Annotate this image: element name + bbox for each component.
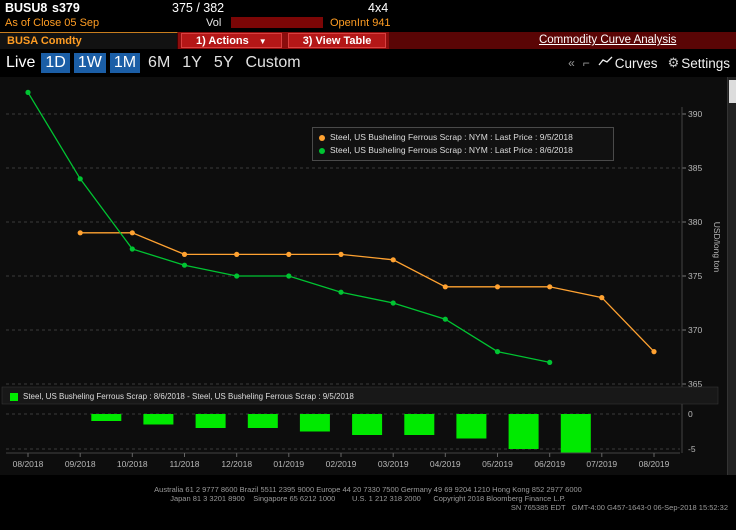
footer-contacts-2: Japan 81 3 3201 8900 Singapore 65 6212 1… (170, 494, 566, 503)
lot-size: 4x4 (368, 1, 389, 15)
range-custom[interactable]: Custom (245, 54, 301, 71)
legend-label-latest: Steel, US Busheling Ferrous Scrap : NYM … (330, 132, 573, 142)
svg-text:08/2018: 08/2018 (13, 459, 44, 469)
svg-text:365: 365 (688, 379, 702, 389)
scrollbar-thumb[interactable] (729, 80, 736, 103)
svg-text:0: 0 (688, 409, 693, 419)
range-6m[interactable]: 6M (148, 54, 171, 71)
diff-legend-label: Steel, US Busheling Ferrous Scrap : 8/6/… (23, 392, 354, 401)
range-1w[interactable]: 1W (73, 53, 106, 73)
legend-label-prior: Steel, US Busheling Ferrous Scrap : NYM … (330, 145, 573, 155)
bid-ask: 375 / 382 (172, 1, 225, 15)
svg-text:05/2019: 05/2019 (482, 459, 513, 469)
svg-text:385: 385 (688, 163, 702, 173)
vertical-scrollbar[interactable] (727, 77, 736, 475)
collapse-icon[interactable]: « (568, 56, 575, 70)
volume-label: Vol (206, 17, 222, 29)
security-ticker: BUSU8 (5, 1, 48, 15)
range-5y[interactable]: 5Y (213, 54, 234, 71)
open-interest: OpenInt 941 (330, 17, 391, 29)
diff-legend-swatch (10, 392, 18, 401)
range-1d[interactable]: 1D (41, 53, 70, 73)
svg-text:390: 390 (688, 109, 702, 119)
range-1m[interactable]: 1M (109, 53, 141, 73)
svg-text:04/2019: 04/2019 (430, 459, 461, 469)
difference-legend: Steel, US Busheling Ferrous Scrap : 8/6/… (10, 390, 354, 403)
legend-row-prior[interactable]: Steel, US Busheling Ferrous Scrap : NYM … (319, 144, 607, 157)
chart-tools: « ⌐ Curves ⚙ Settings (564, 54, 736, 72)
volume-field (231, 17, 323, 28)
security-tab[interactable]: BUSA Comdty (0, 32, 178, 49)
live-label[interactable]: Live (6, 54, 36, 71)
chart-canvas[interactable]: 390 385 380 375 370 365 USD/long ton 0 -5 08/2018… (0, 77, 727, 475)
svg-text:USD/long ton: USD/long ton (712, 222, 722, 273)
range-1y[interactable]: 1Y (182, 54, 202, 71)
footer-session-info: SN 765385 EDT GMT-4:00 G457-1643-0 06-Se… (510, 503, 728, 512)
svg-text:375: 375 (688, 271, 702, 281)
range-toolbar: Live 1D 1W 1M 6M 1Y 5Y Custom « ⌐ Curves… (0, 49, 736, 77)
quote-row-2: As of Close 05 Sep Vol OpenInt 941 (0, 16, 736, 32)
settings-button[interactable]: Settings (681, 55, 730, 71)
legend-row-latest[interactable]: Steel, US Busheling Ferrous Scrap : NYM … (319, 131, 607, 144)
chevron-down-icon: ▼ (258, 37, 267, 46)
svg-text:12/2018: 12/2018 (221, 459, 252, 469)
chart-legend: Steel, US Busheling Ferrous Scrap : NYM … (312, 127, 614, 161)
gear-icon: ⚙ (667, 55, 680, 70)
terminal-footer: Australia 61 2 9777 8600 Brazil 5511 239… (0, 475, 736, 530)
view-table-button[interactable]: 3) View Table (287, 33, 387, 48)
curves-button[interactable]: Curves (614, 55, 658, 71)
svg-text:06/2019: 06/2019 (534, 459, 565, 469)
actions-button[interactable]: 1) Actions ▼ (181, 33, 282, 48)
footer-contacts-1: Australia 61 2 9777 8600 Brazil 5511 239… (154, 485, 582, 494)
svg-text:09/2018: 09/2018 (65, 459, 96, 469)
function-strip: BUSA Comdty 1) Actions ▼ 3) View Table Co… (0, 32, 736, 49)
last-price: s379 (52, 1, 80, 15)
svg-text:11/2018: 11/2018 (169, 459, 199, 469)
svg-text:10/2018: 10/2018 (117, 459, 148, 469)
svg-text:01/2019: 01/2019 (273, 459, 304, 469)
svg-text:03/2019: 03/2019 (378, 459, 409, 469)
svg-text:-5: -5 (688, 444, 696, 454)
as-of-close: As of Close 05 Sep (5, 17, 100, 29)
legend-dot-series-1 (319, 147, 325, 154)
svg-text:08/2019: 08/2019 (639, 459, 670, 469)
svg-text:07/2019: 07/2019 (586, 459, 617, 469)
svg-text:370: 370 (688, 325, 702, 335)
curve-icon (598, 54, 613, 72)
svg-text:380: 380 (688, 217, 702, 227)
legend-dot-series-0 (319, 134, 325, 141)
pop-out-icon[interactable]: ⌐ (582, 56, 590, 70)
quote-row-1: BUSU8 s379 375 / 382 4x4 (0, 0, 736, 16)
page-title: Commodity Curve Analysis (389, 32, 736, 49)
svg-text:02/2019: 02/2019 (326, 459, 357, 469)
chart-area[interactable]: 390 385 380 375 370 365 USD/long ton 0 -5 08/2018… (0, 77, 727, 475)
